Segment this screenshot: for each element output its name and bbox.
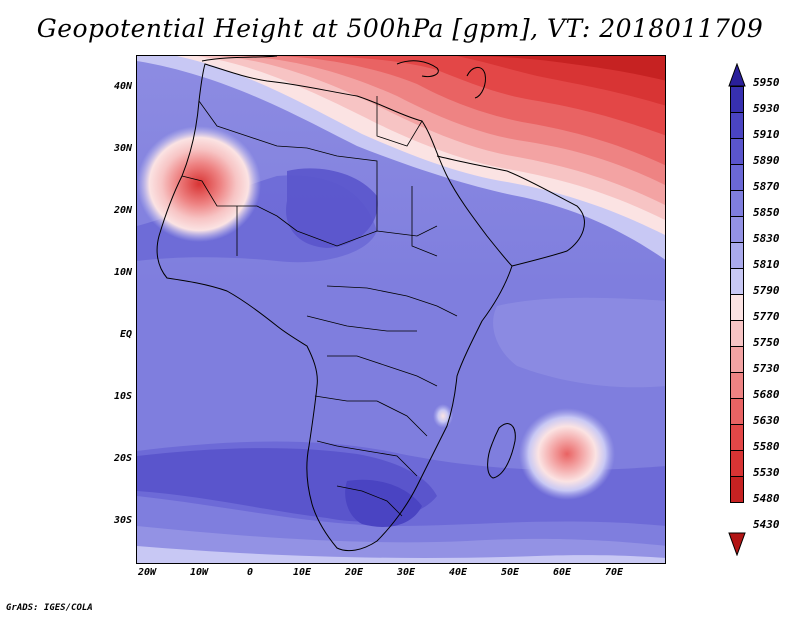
- colorbar-swatch: [730, 372, 744, 399]
- ridge-bands: [137, 168, 665, 563]
- colorbar-swatch: [730, 320, 744, 347]
- lat-label-40n: 40N: [113, 81, 132, 92]
- colorbar-swatch: [730, 138, 744, 165]
- colorbar-swatch: [730, 164, 744, 191]
- lon-label-60e: 60E: [552, 567, 572, 578]
- colorbar-label-5750: 5750: [753, 336, 780, 349]
- colorbar-swatch: [730, 476, 744, 503]
- lat-label-10s: 10S: [113, 391, 132, 402]
- colorbar-swatch: [730, 86, 744, 113]
- lat-label-20s: 20S: [113, 453, 132, 464]
- lon-label-20e: 20E: [344, 567, 364, 578]
- colorbar-swatch: [730, 112, 744, 139]
- map-title: Geopotential Height at 500hPa [gpm], VT:…: [36, 14, 764, 43]
- colorbar-swatch: [730, 398, 744, 425]
- lon-label-70e: 70E: [604, 567, 624, 578]
- lon-label-40e: 40E: [448, 567, 468, 578]
- lon-label-30e: 30E: [396, 567, 416, 578]
- lon-label-50e: 50E: [500, 567, 520, 578]
- colorbar-swatch: [730, 294, 744, 321]
- colorbar-label-5480: 5480: [753, 492, 780, 505]
- colorbar-label-5930: 5930: [753, 102, 780, 115]
- colorbar-swatch: [730, 216, 744, 243]
- colorbar-bottom-arrow: [728, 532, 746, 556]
- colorbar-swatch: [730, 346, 744, 373]
- colorbar-label-5790: 5790: [753, 284, 780, 297]
- colorbar-label-5850: 5850: [753, 206, 780, 219]
- lat-label-10n: 10N: [113, 267, 132, 278]
- colorbar-swatch: [730, 450, 744, 477]
- colorbar-label-5910: 5910: [753, 128, 780, 141]
- northern-trough-bands: [137, 56, 665, 260]
- anomaly-indian-ocean: [519, 408, 615, 500]
- country-borders: [181, 96, 458, 517]
- colorbar-label-5950: 5950: [753, 76, 780, 89]
- lat-label-eq: EQ: [119, 329, 132, 340]
- colorbar-label-5580: 5580: [753, 440, 780, 453]
- colorbar-label-5680: 5680: [753, 388, 780, 401]
- colorbar-label-5890: 5890: [753, 154, 780, 167]
- lon-label-10w: 10W: [189, 567, 209, 578]
- lat-label-20n: 20N: [113, 205, 132, 216]
- colorbar-label-5630: 5630: [753, 414, 780, 427]
- lon-label-10e: 10E: [292, 567, 312, 578]
- lon-label-0: 0: [246, 567, 254, 578]
- colorbar-label-5870: 5870: [753, 180, 780, 193]
- colorbar-label-5810: 5810: [753, 258, 780, 271]
- colorbar-swatch: [730, 190, 744, 217]
- map-plot-area: [136, 55, 666, 564]
- colorbar-label-5770: 5770: [753, 310, 780, 323]
- anomaly-west-africa: [137, 126, 261, 242]
- lat-label-30n: 30N: [113, 143, 132, 154]
- colorbar-label-5830: 5830: [753, 232, 780, 245]
- colorbar-label-5530: 5530: [753, 466, 780, 479]
- grads-credit: GrADS: IGES/COLA: [6, 603, 93, 613]
- lat-label-30s: 30S: [113, 515, 132, 526]
- lon-label-20w: 20W: [137, 567, 157, 578]
- colorbar-top-arrow: [728, 63, 746, 87]
- colorbar-label-5730: 5730: [753, 362, 780, 375]
- colorbar-swatch: [730, 242, 744, 269]
- colorbar-swatch: [730, 424, 744, 451]
- coastlines: [156, 56, 585, 552]
- colorbar-swatch: [730, 268, 744, 295]
- map-canvas: [137, 56, 665, 563]
- colorbar-label-5430: 5430: [753, 518, 780, 531]
